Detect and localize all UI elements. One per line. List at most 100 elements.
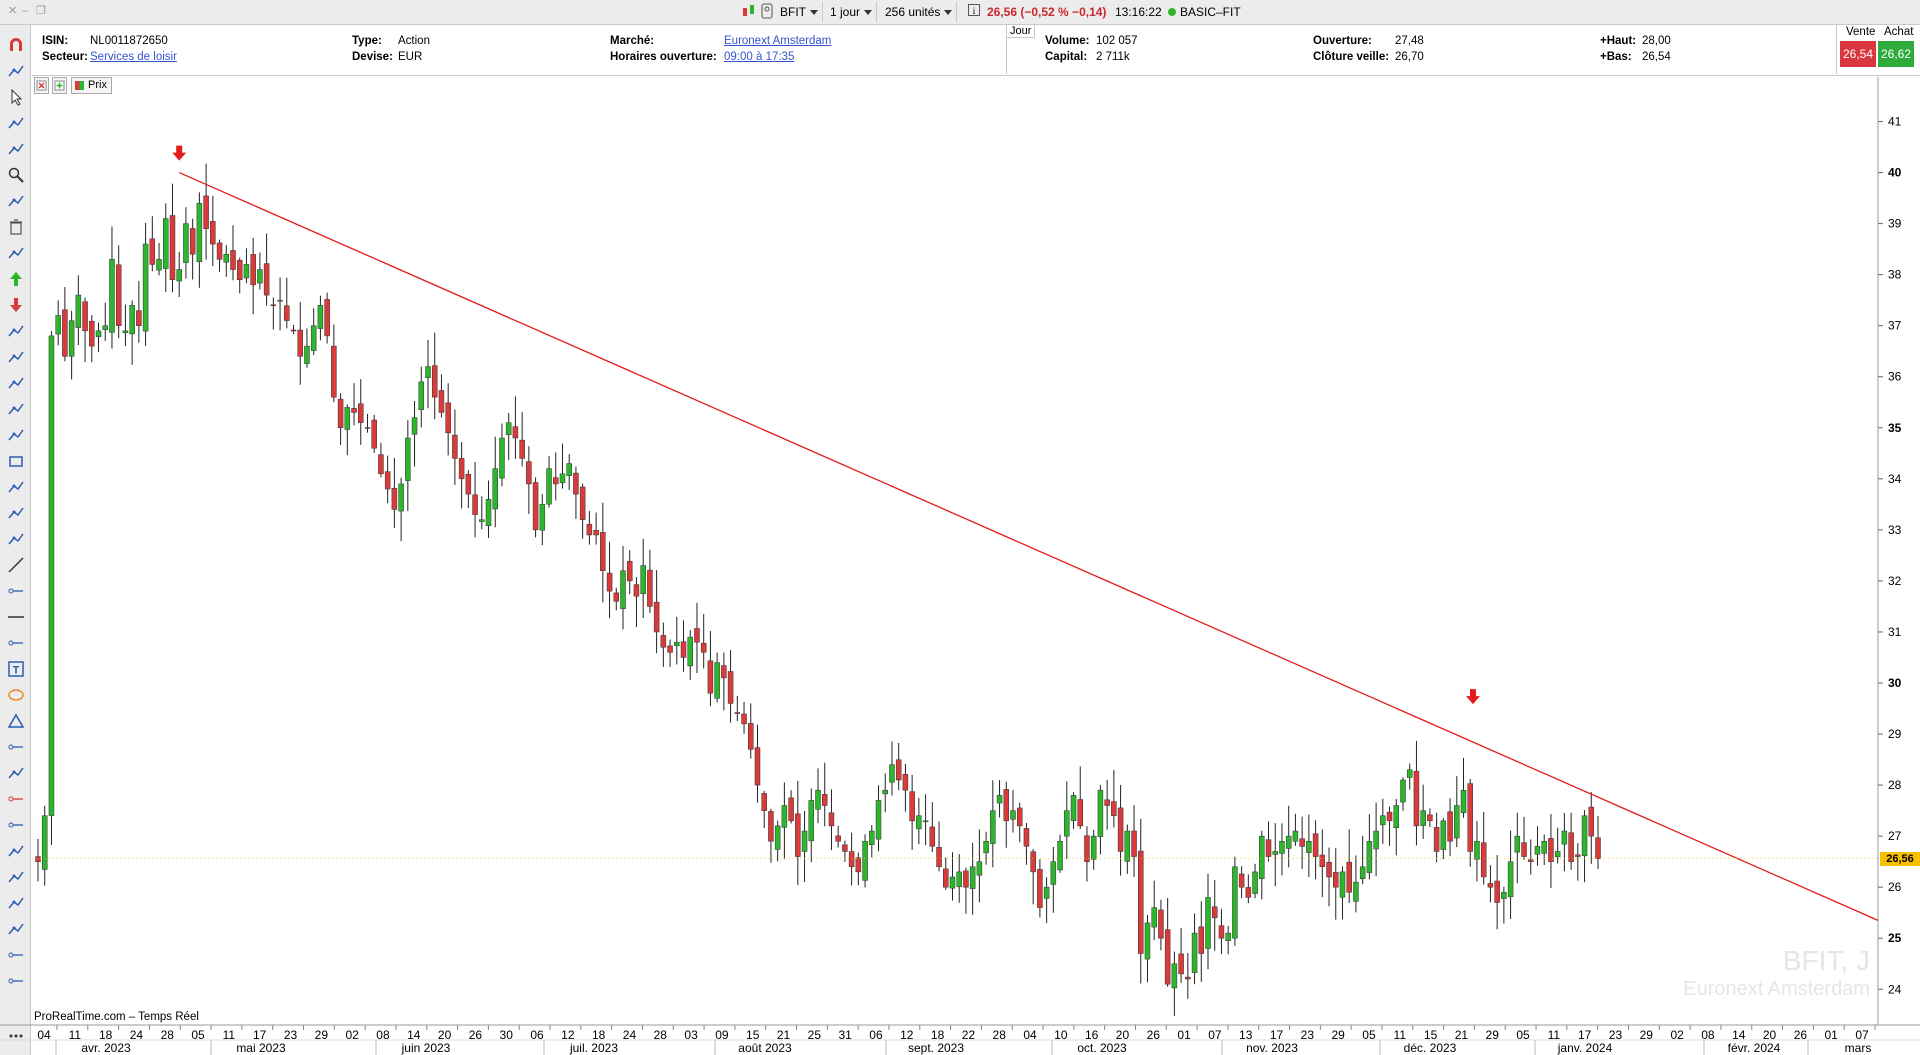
candle-body [842,844,848,852]
candle-body [55,315,61,335]
candle-body [1016,807,1023,827]
secteur-link[interactable]: Services de loisir [90,51,177,63]
pointer-cross-icon[interactable] [5,60,27,82]
ray-red-icon[interactable] [5,788,27,810]
price-change: 26,56 (−0,52 % −0,14) [987,5,1107,19]
minimize-icon[interactable]: – [22,5,29,17]
candle-body [1272,851,1278,855]
highlighter-icon[interactable] [5,424,27,446]
candle-body [1588,806,1595,837]
point-line-icon[interactable] [5,892,27,914]
candle-body [324,299,330,337]
ray-small-icon[interactable] [5,944,27,966]
candle-body [1575,854,1581,857]
devise-value: EUR [398,51,423,63]
triangle-icon[interactable] [5,710,27,732]
units-select[interactable]: 256 unités [881,2,958,22]
x-month-label: juil. 2023 [569,1041,618,1055]
add-indicator-button[interactable] [52,77,67,94]
magnet-icon[interactable] [5,34,27,56]
horaires-link[interactable]: 09:00 à 17:35 [724,51,795,63]
info-icon[interactable]: i [968,3,980,21]
pitchfork-icon[interactable] [5,346,27,368]
candle-body [1494,880,1500,903]
candle-body [1420,810,1426,826]
segment-icon[interactable] [5,580,27,602]
text-icon[interactable]: T [5,658,27,680]
buy-arrow-icon[interactable] [5,268,27,290]
fan-icon[interactable] [5,372,27,394]
x-month-label: oct. 2023 [1077,1041,1127,1055]
candle-body [1104,799,1110,806]
candle-body [41,815,48,870]
more-tools-icon[interactable] [5,1025,27,1047]
x-day-label: 21 [777,1028,791,1042]
fibonacci-levels-icon[interactable] [5,840,27,862]
parallel-lines-icon[interactable] [5,918,27,940]
pen-icon[interactable] [5,398,27,420]
fibonacci-icon[interactable] [5,320,27,342]
alert-bell-icon[interactable] [5,242,27,264]
ruler-icon[interactable] [5,190,27,212]
ray-dotted-icon[interactable] [5,970,27,992]
tab-jour[interactable]: Jour [1006,25,1036,38]
x-month-label: févr. 2024 [1728,1041,1781,1055]
horizontal-segment-icon[interactable] [5,632,27,654]
zoom-icon[interactable] [5,164,27,186]
sell-button[interactable]: 26,54 [1840,41,1876,67]
ellipse-pattern-icon[interactable] [5,528,27,550]
line-icon[interactable] [5,554,27,576]
candle-body [1467,783,1473,852]
undo-icon[interactable] [5,112,27,134]
indicator-icon[interactable] [5,138,27,160]
period-select[interactable]: 1 jour [826,2,878,22]
candle-body [122,330,129,334]
x-day-label: 24 [623,1028,637,1042]
candle-body [647,569,653,607]
channel-icon[interactable] [5,476,27,498]
ray-faded-icon[interactable] [5,814,27,836]
x-day-label: 21 [1455,1028,1469,1042]
candle-body [1279,840,1285,854]
y-tick-label: 41 [1888,115,1902,129]
x-day-label: 28 [654,1028,668,1042]
close-icon[interactable]: ✕ [8,5,18,17]
chart-type-icon[interactable] [741,3,757,21]
x-day-label: 18 [931,1028,945,1042]
candle-body [1501,892,1507,899]
candle-body [1064,810,1070,837]
candle-body [1218,925,1225,939]
candle-body [1393,805,1400,829]
rectangle-icon[interactable] [5,450,27,472]
marche-link[interactable]: Euronext Amsterdam [724,35,832,47]
restore-icon[interactable]: ❐ [36,5,46,17]
contract-icon[interactable] [761,3,775,21]
x-month-label: sept. 2023 [908,1041,964,1055]
rectangle-levels-icon[interactable] [5,866,27,888]
candle-body [902,773,909,791]
x-day-label: 17 [1270,1028,1284,1042]
extended-line-icon[interactable] [5,762,27,784]
ray-icon[interactable] [5,736,27,758]
symbol-select[interactable]: BFIT [776,2,823,22]
candle-body [196,202,203,263]
x-month-label: nov. 2023 [1246,1041,1298,1055]
candle-body [532,482,539,531]
prix-color-icon [75,81,84,90]
horaires-label: Horaires ouverture: [610,51,717,63]
horizontal-line-icon[interactable] [5,606,27,628]
triangle-pattern-icon[interactable] [5,502,27,524]
remove-indicator-button[interactable] [34,77,49,94]
x-day-label: 29 [1640,1028,1654,1042]
candle-body [1460,789,1467,813]
trash-icon[interactable] [5,216,27,238]
x-day-label: 05 [191,1028,205,1042]
sell-arrow-icon[interactable] [5,294,27,316]
ellipse-icon[interactable] [5,684,27,706]
cursor-icon[interactable] [5,86,27,108]
watermark-market: Euronext Amsterdam [1683,978,1870,1000]
x-day-label: 02 [345,1028,359,1042]
buy-button[interactable]: 26,62 [1878,41,1914,67]
legend-prix[interactable]: Prix [71,77,112,94]
